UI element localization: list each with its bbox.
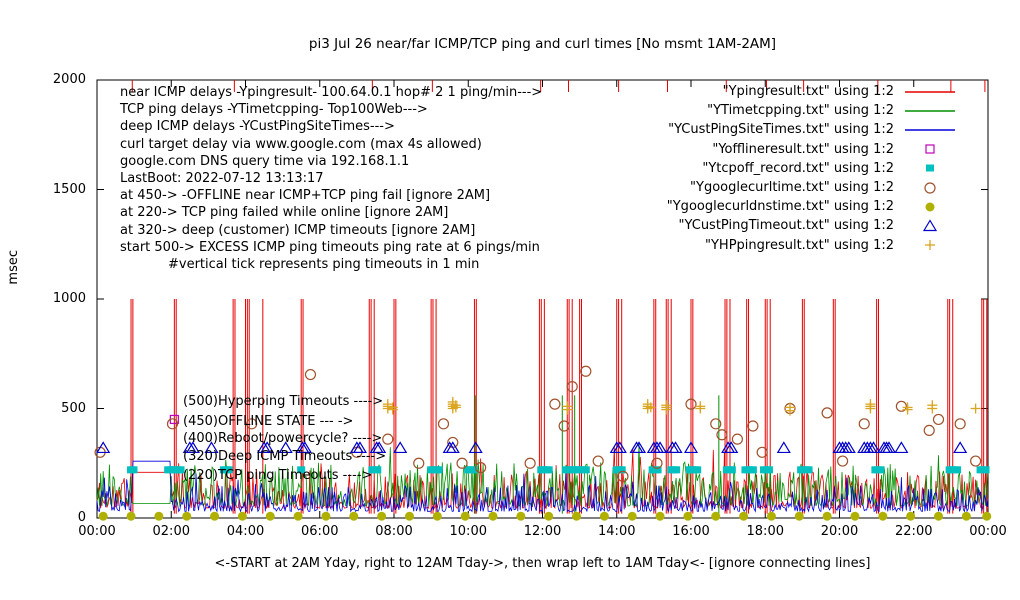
legend-item: "Ytcpoff_record.txt" using 1:2 bbox=[667, 159, 958, 178]
level-label-tcp-timeout: (220)TCP ping Timeouts ----> bbox=[183, 468, 373, 483]
annotation-block: near ICMP delays -Ypingresult- 100.64.0.… bbox=[120, 84, 542, 273]
legend-item: "YTimetcpping.txt" using 1:2 bbox=[667, 101, 958, 120]
legend-label: "YTimetcpping.txt" using 1:2 bbox=[707, 103, 894, 119]
annotation-line: at 220-> TCP ping failed while online [i… bbox=[120, 205, 449, 221]
annotation-line: TCP ping delays -YTimetcpping- Top100Web… bbox=[120, 102, 428, 118]
legend-label: "Ypingresult.txt" using 1:2 bbox=[722, 84, 894, 100]
y-axis-label: msec bbox=[6, 250, 21, 285]
legend-label: "YCustPingTimeout.txt" using 1:2 bbox=[678, 218, 894, 234]
x-tick-label: 02:00 bbox=[152, 524, 190, 539]
legend-label: "Ygooglecurldnstime.txt" using 1:2 bbox=[666, 199, 894, 215]
x-tick-label: 06:00 bbox=[301, 524, 339, 539]
annotation-line: curl target delay via www.google.com (ma… bbox=[120, 136, 482, 152]
legend-label: "Ytcpoff_record.txt" using 1:2 bbox=[702, 160, 894, 176]
x-tick-label: 12:00 bbox=[523, 524, 562, 539]
level-label-deep-icmp: (320)Deep ICMP Timeouts ----> bbox=[183, 449, 387, 464]
y-tick-label: 500 bbox=[61, 400, 86, 416]
annotation-line: at 320-> deep (customer) ICMP timeouts [… bbox=[120, 222, 476, 238]
x-tick-label: 00:00 bbox=[969, 524, 1007, 539]
legend-glyph-open-triangle bbox=[922, 219, 938, 232]
annotation-line: LastBoot: 2022-07-12 13:13:17 bbox=[120, 171, 324, 187]
legend-item: "YCustPingSiteTimes.txt" using 1:2 bbox=[667, 120, 958, 139]
legend-item: "Ygooglecurldnstime.txt" using 1:2 bbox=[667, 197, 958, 216]
legend-label: "Yofflineresult.txt" using 1:2 bbox=[712, 141, 894, 157]
annotation-line: start 500-> EXCESS ICMP ping timeouts pi… bbox=[120, 239, 540, 255]
legend-item: "Ygooglecurltime.txt" using 1:2 bbox=[667, 178, 958, 197]
x-axis-label: <-START at 2AM Yday, right to 12AM Tday-… bbox=[214, 556, 871, 571]
legend-label: "YHPpingresult.txt" using 1:2 bbox=[705, 237, 894, 253]
x-tick-label: 04:00 bbox=[226, 524, 265, 539]
legend-item: "Ypingresult.txt" using 1:2 bbox=[667, 82, 958, 101]
annotation-line: deep ICMP delays -YCustPingSiteTimes---> bbox=[120, 119, 395, 135]
annotation-line: #vertical tick represents ping timeouts … bbox=[168, 257, 480, 273]
level-label-hyperping: (500)Hyperping Timeouts ----> bbox=[183, 394, 384, 409]
legend: "Ypingresult.txt" using 1:2 "YTimetcppin… bbox=[667, 82, 958, 255]
annotation-line: at 450-> -OFFLINE near ICMP+TCP ping fai… bbox=[120, 188, 491, 204]
legend-glyph-blue-line bbox=[905, 129, 955, 131]
legend-glyph-red-line bbox=[905, 90, 955, 93]
x-tick-label: 16:00 bbox=[672, 524, 710, 539]
legend-glyph-open-square bbox=[925, 144, 935, 154]
chart-title: pi3 Jul 26 near/far ICMP/TCP ping and cu… bbox=[308, 36, 777, 52]
legend-glyph-filled-circle bbox=[925, 202, 935, 212]
x-tick-label: 18:00 bbox=[746, 524, 784, 539]
x-tick-label: 14:00 bbox=[598, 524, 636, 539]
x-tick-label: 08:00 bbox=[375, 524, 413, 539]
legend-glyph-filled-square bbox=[926, 164, 934, 172]
annotation-line: google.com DNS query time via 192.168.1.… bbox=[120, 153, 410, 169]
y-tick-label: 0 bbox=[77, 510, 86, 525]
legend-glyph-green-line bbox=[905, 110, 955, 112]
x-tick-label: 00:00 bbox=[78, 524, 116, 539]
y-tick-label: 1500 bbox=[52, 181, 86, 197]
y-tick-label: 2000 bbox=[52, 72, 86, 87]
legend-label: "YCustPingSiteTimes.txt" using 1:2 bbox=[668, 122, 894, 138]
y-tick-label: 1000 bbox=[52, 291, 86, 306]
x-tick-label: 10:00 bbox=[449, 524, 487, 539]
x-tick-label: 22:00 bbox=[895, 524, 933, 539]
legend-label: "Ygooglecurltime.txt" using 1:2 bbox=[690, 180, 894, 196]
legend-item: "YHPpingresult.txt" using 1:2 bbox=[667, 236, 958, 255]
level-label-reboot: (400)Reboot/powercycle? ----> bbox=[183, 431, 383, 446]
legend-item: "Yofflineresult.txt" using 1:2 bbox=[667, 140, 958, 159]
legend-glyph-plus bbox=[925, 240, 935, 251]
legend-item: "YCustPingTimeout.txt" using 1:2 bbox=[667, 216, 958, 235]
x-tick-label: 20:00 bbox=[820, 524, 859, 539]
legend-glyph-open-circle bbox=[924, 181, 936, 194]
annotation-line: near ICMP delays -Ypingresult- 100.64.0.… bbox=[120, 85, 543, 100]
level-label-offline: (450)OFFLINE STATE --- -> bbox=[183, 414, 354, 429]
